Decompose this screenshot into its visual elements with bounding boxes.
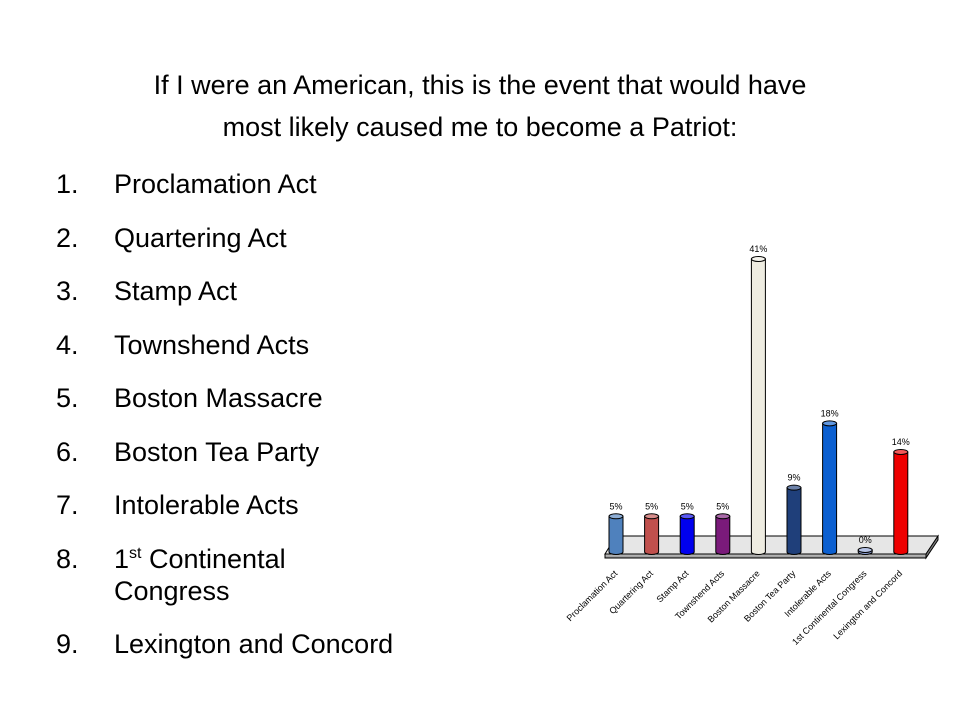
option-1: 1. Proclamation Act [56,169,317,199]
slide-title: If I were an American, this is the event… [40,64,920,148]
value-label-boston-tea-party: 9% [787,473,800,483]
value-label-1st-continental-congress: 0% [859,535,872,545]
bar-top-stamp-act [679,513,695,520]
bar-top-boston-massacre [750,256,766,262]
bar-top-proclamation-act [608,513,624,520]
bar-body-quartering-act [644,515,660,555]
value-label-boston-massacre: 41% [749,244,767,254]
bar-1st-continental-congress [857,547,873,555]
bar-body-proclamation-act [608,515,624,555]
bar-body-lexington-and-concord [893,451,909,555]
bar-townshend-acts [715,513,731,555]
bar-body-boston-tea-party [786,487,802,555]
bar-body-intolerable-acts [822,422,838,555]
chart-bars [608,256,909,555]
option-4: 4. Townshend Acts [56,329,310,360]
bar-top-1st-continental-congress [857,547,873,553]
title-line-2: most likely caused me to become a Patrio… [222,112,738,142]
bar-boston-massacre [750,256,766,555]
bar-stamp-act [679,513,695,555]
category-label-proclamation-act: Proclamation Act [565,568,620,623]
category-label-stamp-act: Stamp Act [655,568,691,604]
bar-top-boston-tea-party [786,484,802,491]
bar-intolerable-acts [822,420,838,555]
category-label-lexington-and-concord: Lexington and Concord [831,568,904,641]
bar-quartering-act [644,513,660,555]
bar-top-intolerable-acts [822,420,838,427]
bar-body-townshend-acts [715,515,731,555]
answer-options-list: 1. Proclamation Act 2. Quartering Act 3. St… [56,168,496,682]
bar-proclamation-act [608,513,624,555]
option-5: 5. Boston Massacre [56,383,323,413]
value-label-townshend-acts: 5% [716,501,729,511]
bar-body-boston-massacre [750,258,766,555]
option-2: 2. Quartering Act [56,222,287,253]
value-label-stamp-act: 5% [681,501,694,511]
chart-value-labels: 5% 5% 5% 5% 41% 9% 18% 0% 14% [609,244,909,545]
option-8: 8. 1st Continental Congress [56,543,286,606]
option-7: 7. Intolerable Acts [56,490,299,520]
option-3: 3. Stamp Act [56,276,238,306]
value-label-intolerable-acts: 18% [821,408,839,418]
bar-lexington-and-concord [893,448,909,555]
value-label-lexington-and-concord: 14% [892,437,910,447]
value-label-quartering-act: 5% [645,501,658,511]
title-line-1: If I were an American, this is the event… [153,70,807,100]
bar-top-lexington-and-concord [893,448,909,455]
bar-boston-tea-party [786,484,802,555]
chart-floor-side [925,534,939,560]
value-label-proclamation-act: 5% [609,501,622,511]
option-9: 9. Lexington and Concord [56,629,394,659]
bar-body-stamp-act [679,515,695,555]
bar-top-townshend-acts [715,513,731,520]
bar-top-quartering-act [644,513,660,520]
option-6: 6. Boston Tea Party [56,436,320,467]
